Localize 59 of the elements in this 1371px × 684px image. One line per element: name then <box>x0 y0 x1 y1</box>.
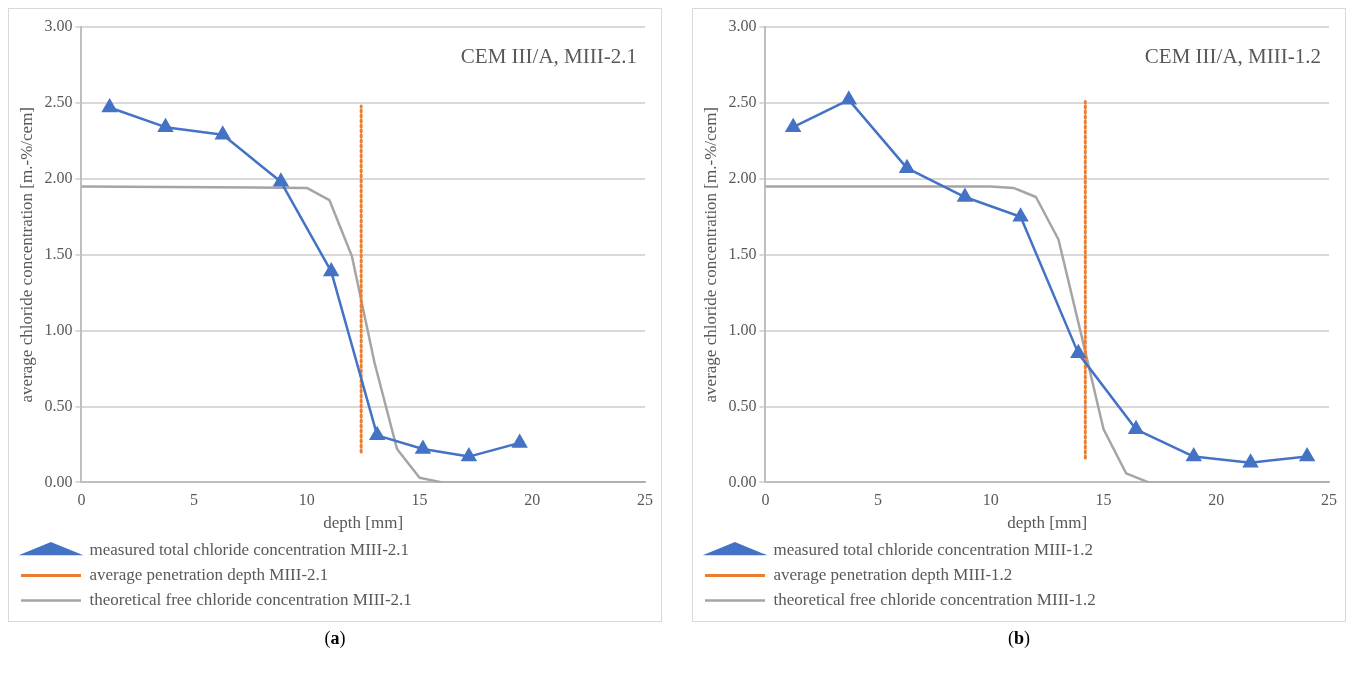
legend-label: measured total chloride concentration MIII-1.2 <box>773 539 1094 559</box>
point <box>841 91 857 105</box>
y-tick-label: 2.50 <box>728 93 757 111</box>
y-tick-label: 0.50 <box>728 396 757 414</box>
y-tick-label: 0.50 <box>44 396 73 414</box>
point <box>512 434 527 448</box>
y-tick-label: 0.00 <box>44 472 73 490</box>
point <box>461 448 477 462</box>
y-tick-label: 2.00 <box>728 169 757 186</box>
legend-label: theoretical free chloride concentration MIII-1.2 <box>773 589 1096 609</box>
y-tick-label: 3.00 <box>44 17 73 35</box>
y-tick-label: 0.00 <box>728 472 757 490</box>
x-tick-label: 5 <box>874 491 883 509</box>
text: (a) <box>323 628 347 649</box>
x-tick-label: 20 <box>524 491 541 509</box>
point <box>102 99 117 113</box>
y-tick-label: 1.50 <box>44 244 73 262</box>
x-tick-label: 0 <box>77 491 86 509</box>
x-tick-label: 15 <box>1095 491 1112 509</box>
y-tick-label: 1.00 <box>728 320 757 338</box>
point <box>957 188 973 202</box>
x-tick-label: 0 <box>761 491 770 509</box>
point <box>899 159 915 173</box>
x-tick-label: 25 <box>637 491 653 509</box>
point <box>1071 345 1086 359</box>
y-tick-label: 1.00 <box>44 320 73 338</box>
point <box>215 126 231 140</box>
x-tick-label: 5 <box>190 491 199 509</box>
point <box>1128 421 1144 435</box>
y-tick-label: 3.00 <box>728 17 757 35</box>
x-tick-label: 25 <box>1321 491 1337 509</box>
y-tick-label: 1.50 <box>728 244 757 262</box>
point <box>369 427 385 441</box>
point <box>323 263 339 277</box>
y-axis-title: average chloride concentration [m.-%/cem] <box>700 106 720 403</box>
legend-label: average penetration depth MIII-2.1 <box>89 564 329 584</box>
x-tick-label: 10 <box>298 491 315 509</box>
annotation: CEM III/A, MIII-2.1 <box>460 44 637 69</box>
x-tick-label: 20 <box>1208 491 1225 509</box>
x-axis-title: depth [mm] <box>323 513 404 533</box>
point <box>158 118 173 132</box>
x-tick-label: 15 <box>411 491 428 509</box>
legend-label: average penetration depth MIII-1.2 <box>773 564 1013 584</box>
point <box>785 118 801 132</box>
y-tick-label: 2.50 <box>44 93 73 111</box>
x-axis-title: depth [mm] <box>1007 513 1088 533</box>
point <box>415 440 431 454</box>
y-axis-title: average chloride concentration [m.-%/cem] <box>16 106 36 403</box>
legend-label: theoretical free chloride concentration MIII-2.1 <box>89 589 412 609</box>
text: (b) <box>1007 628 1031 649</box>
point <box>1186 448 1202 462</box>
y-tick-label: 2.00 <box>44 169 73 186</box>
point <box>1299 448 1315 462</box>
legend-label: measured total chloride concentration MIII-2.1 <box>89 539 410 559</box>
point <box>1013 208 1028 222</box>
annotation: CEM III/A, MIII-1.2 <box>1144 44 1321 69</box>
point <box>1243 454 1258 468</box>
x-tick-label: 10 <box>982 491 999 509</box>
point <box>273 173 289 187</box>
